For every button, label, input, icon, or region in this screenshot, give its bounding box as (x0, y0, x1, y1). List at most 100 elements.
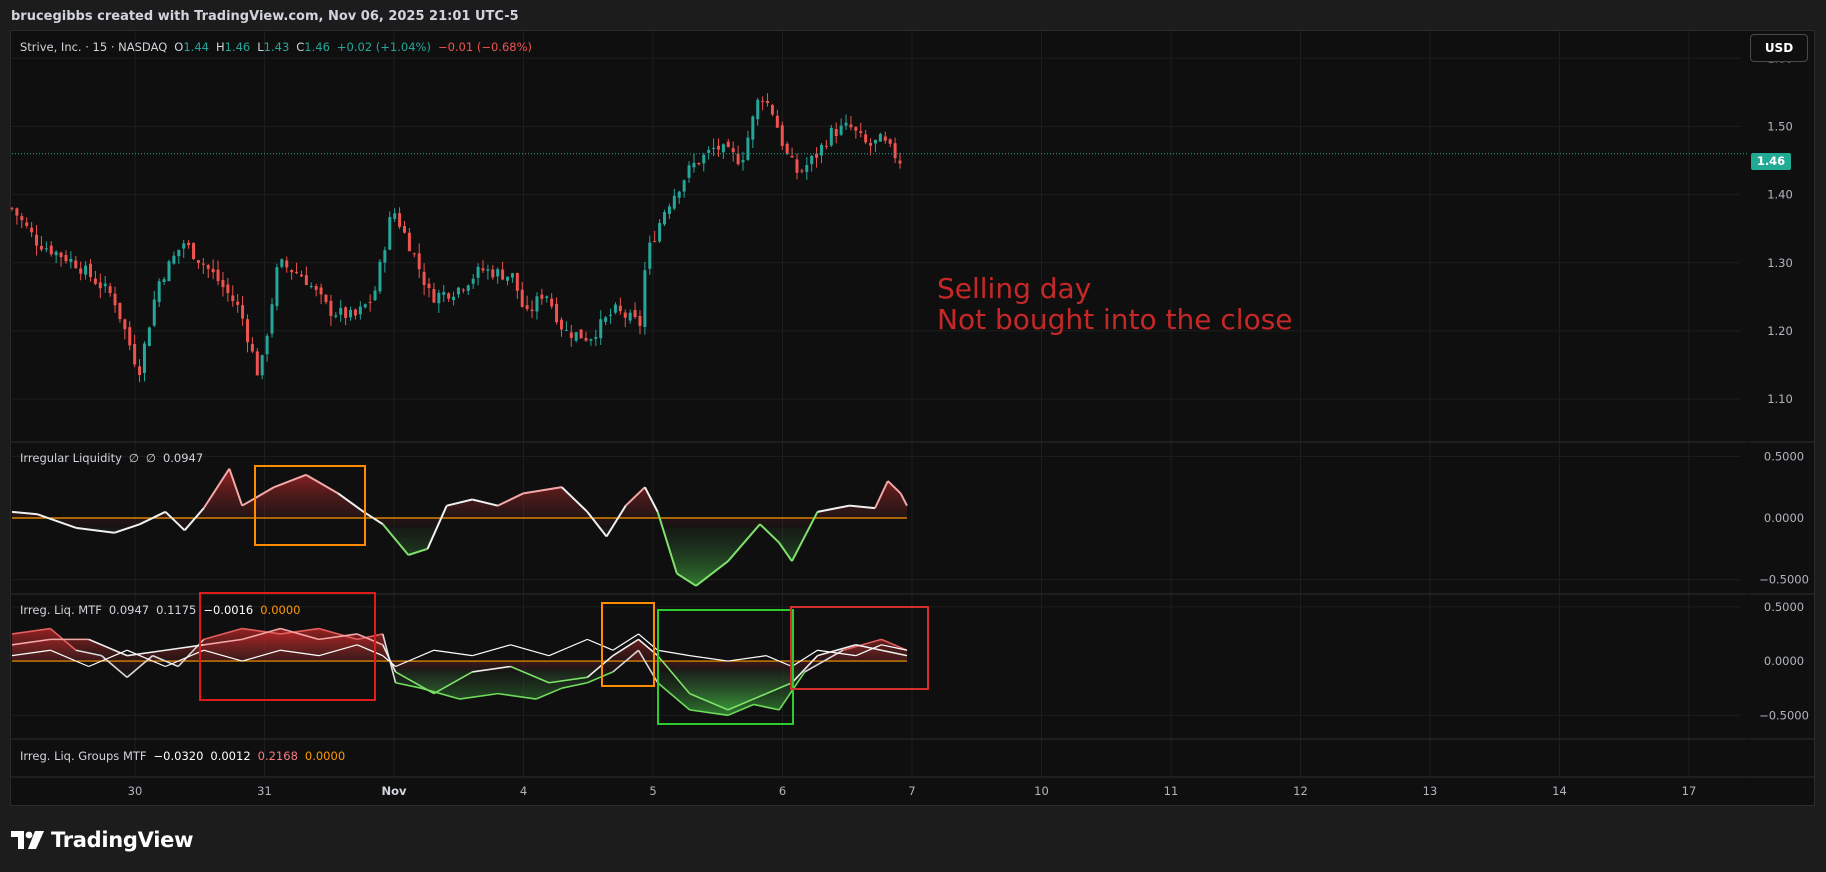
irregular-liquidity-line-segment (472, 498, 499, 507)
candle-body (59, 252, 63, 258)
time-axis-label: 13 (1423, 784, 1438, 798)
mtf-line1-line-segment (727, 703, 754, 717)
candle-body (535, 296, 539, 312)
irregular-liquidity-line-segment (874, 480, 889, 509)
candle-body (878, 133, 882, 142)
change2-value: −0.01 (−0.68%) (437, 40, 532, 54)
candle-body (162, 279, 166, 282)
last-price-badge: 1.46 (1751, 153, 1791, 170)
candle-body (854, 127, 858, 131)
candle-body (873, 139, 877, 144)
irregular-liquidity-line-segment (695, 560, 729, 587)
groups-value-3: 0.2168 (257, 749, 298, 763)
candle-body (707, 149, 711, 153)
groups-name[interactable]: Irreg. Liq. Groups MTF (20, 749, 147, 763)
tradingview-logo[interactable]: TradingView (11, 825, 193, 855)
mtf-line1-line-segment (753, 703, 780, 711)
candle-body (550, 298, 554, 307)
candle-body (481, 268, 485, 271)
candle-body (417, 253, 421, 270)
il-value: 0.0947 (162, 451, 204, 465)
candle-body (349, 309, 353, 318)
oscillator-axis-label: 0.0000 (1764, 654, 1804, 668)
oscillator-axis-label: −0.5000 (1759, 573, 1809, 587)
il-symbol-2: ∅ (145, 451, 156, 465)
candle-body (667, 206, 671, 214)
irregular-liquidity-line-segment (241, 486, 275, 507)
mtf-line2-line-segment (356, 633, 384, 646)
il-symbol-1: ∅ (128, 451, 139, 465)
candle-body (402, 225, 406, 233)
mtf-line2-line-segment (791, 655, 819, 684)
oscillator-axis-label: 0.5000 (1764, 600, 1804, 614)
candle-body (829, 127, 833, 146)
mtf-value-2: 0.1175 (156, 603, 197, 617)
mtf-value-4: 0.0000 (260, 603, 301, 617)
candle-body (672, 195, 676, 209)
candle-body (201, 263, 205, 265)
candle-body (10, 207, 14, 209)
mtf-line3-line-segment (817, 649, 856, 657)
symbol-name[interactable]: Strive, Inc. · 15 · NASDAQ (20, 40, 168, 54)
candle-body (697, 162, 701, 165)
mtf-value-1: 0.0947 (108, 603, 150, 617)
candle-body (785, 143, 789, 154)
irregular-liquidity-line-segment (727, 523, 761, 562)
mtf-line3-line-segment (241, 649, 281, 662)
close-label: C (296, 40, 305, 54)
candle-body (427, 283, 431, 289)
orange-highlight-box-il (254, 465, 366, 546)
mtf-line2-line-segment (382, 644, 397, 673)
irregular-liquidity-line-segment (408, 547, 428, 556)
candle-body (216, 269, 220, 282)
mtf-line1-line-segment (561, 681, 588, 689)
time-axis-label: 10 (1034, 784, 1049, 798)
candle-body (280, 259, 284, 267)
candle-body (334, 315, 338, 317)
candle-body (594, 337, 598, 339)
mtf-line2-line-segment (165, 644, 204, 652)
mtf-line3-line-segment (587, 638, 614, 651)
mtf-line1-line-segment (881, 638, 908, 651)
candle-body (613, 304, 617, 313)
il-name[interactable]: Irregular Liquidity (20, 451, 122, 465)
irregular-liquidity-line-segment (561, 486, 589, 513)
candle-body (314, 286, 318, 290)
mtf-line1-line-segment (395, 681, 422, 689)
currency-button[interactable]: USD (1750, 34, 1808, 62)
candle-body (564, 329, 568, 331)
tradingview-logo-icon (11, 831, 44, 849)
mtf-line3-line-segment (510, 644, 550, 657)
candle-body (182, 243, 186, 249)
candle-body (599, 319, 603, 339)
oscillator-axis-label: −0.5000 (1759, 708, 1809, 722)
candle-body (64, 254, 68, 262)
candle-body (761, 100, 765, 102)
mtf-name[interactable]: Irreg. Liq. MTF (20, 603, 102, 617)
candle-body (461, 289, 465, 291)
mtf-line2-line-segment (727, 692, 767, 711)
candle-body (579, 329, 583, 339)
candle-body (118, 302, 122, 320)
chart-annotation-text[interactable]: Selling day Not bought into the close (937, 272, 1293, 336)
candle-body (437, 292, 441, 304)
candle-body (260, 355, 264, 376)
irregular-liquidity-area (12, 468, 907, 586)
candle-body (834, 129, 838, 137)
candle-body (39, 245, 43, 250)
candle-body (245, 319, 249, 343)
irregular-liquidity-line-segment (164, 511, 186, 532)
mtf-line3-line-segment (472, 644, 511, 657)
high-label: H (215, 40, 225, 54)
candle-body (756, 99, 760, 120)
candle-body (84, 265, 88, 275)
candle-body (859, 131, 863, 133)
candle-body (295, 271, 299, 274)
mtf-line1-line-segment (11, 627, 51, 635)
open-value: 1.44 (183, 40, 209, 54)
candle-body (241, 305, 245, 319)
candle-body (44, 248, 48, 250)
mtf-line2-line-segment (11, 638, 51, 646)
candle-body (687, 165, 691, 178)
